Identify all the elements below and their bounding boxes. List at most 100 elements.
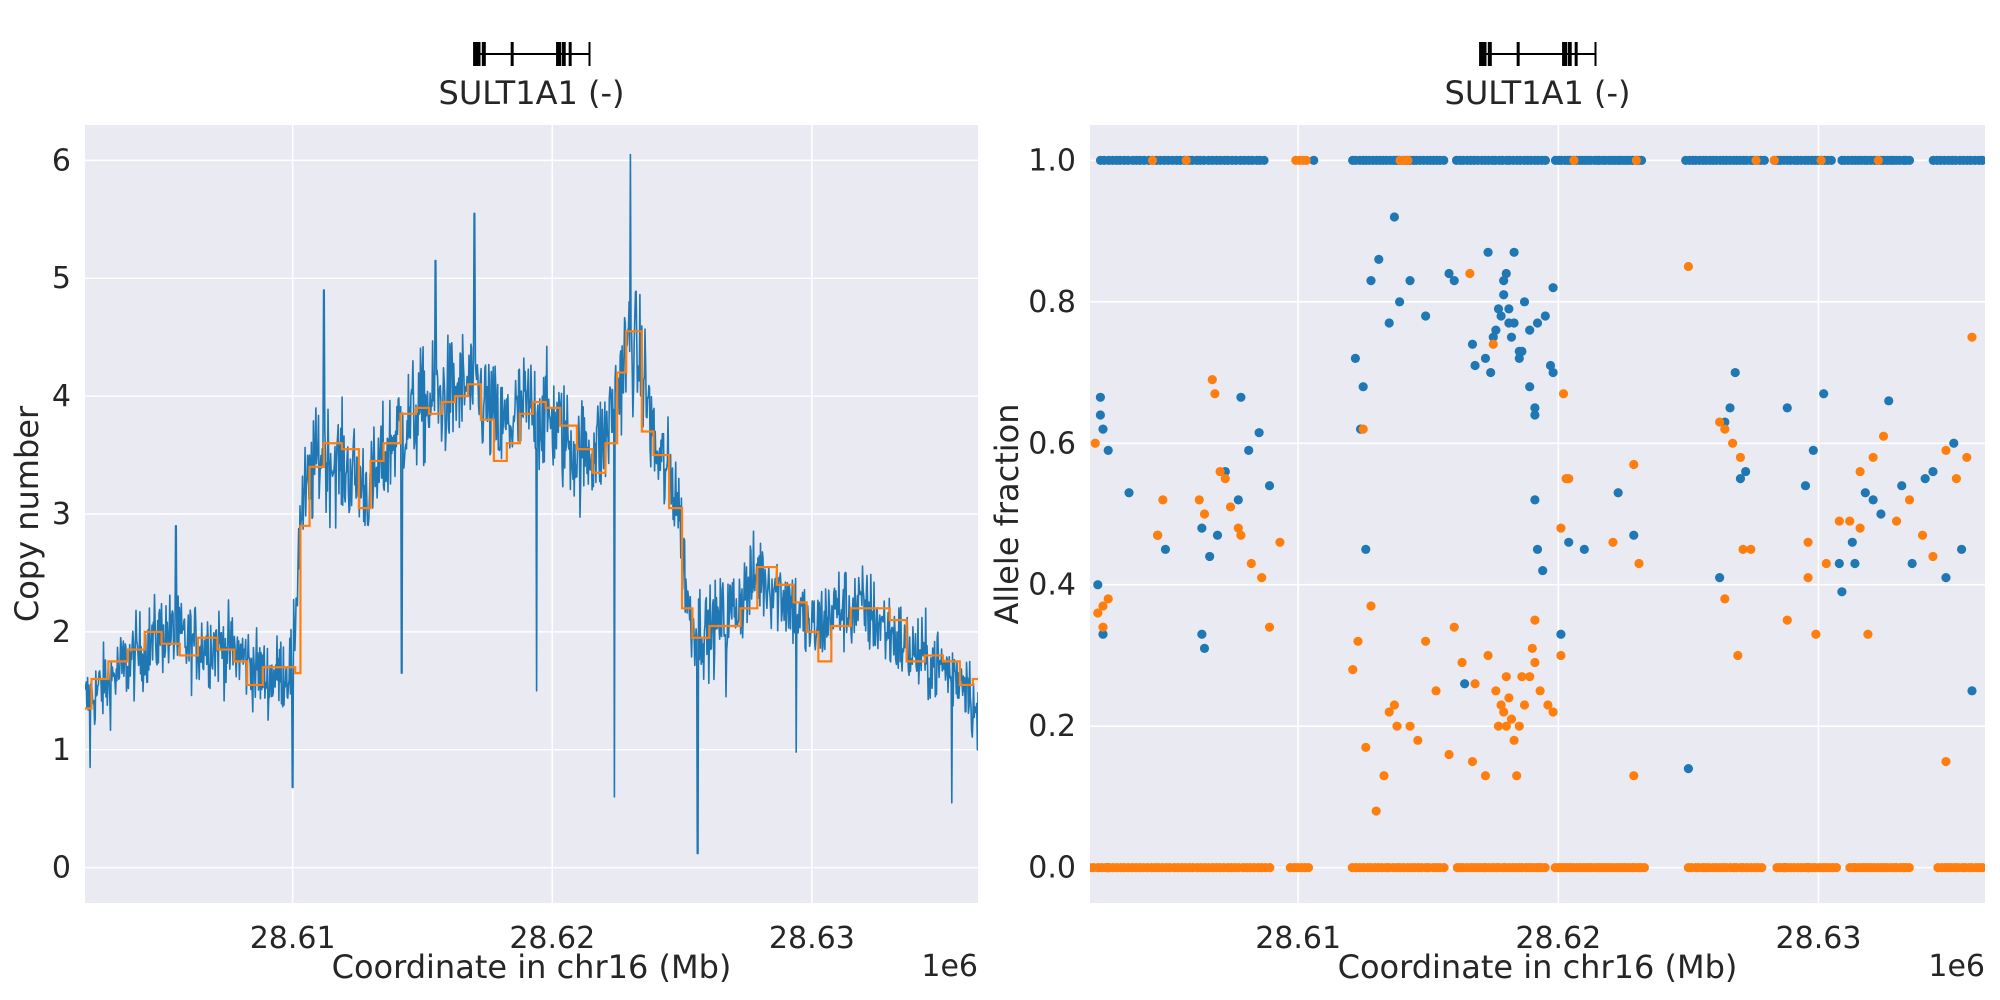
allele-a-point	[1486, 367, 1496, 378]
allele-b-point	[1738, 544, 1748, 554]
allele-a-point	[1683, 764, 1694, 774]
allele-b-point	[1103, 594, 1113, 604]
exon-mark	[1567, 42, 1572, 66]
allele-b-point	[1535, 686, 1545, 696]
allele-b-point	[1904, 495, 1915, 505]
plot-clip-group	[85, 153, 978, 855]
allele-b-point	[1090, 438, 1100, 448]
allele-a-point	[1212, 530, 1223, 540]
allele-b-point	[1413, 735, 1423, 745]
x-tick-label: 28.63	[769, 921, 855, 956]
copy-number-x-exponent: 1e6	[921, 949, 978, 984]
allele-a-point	[1501, 268, 1511, 279]
allele-a-point	[1860, 488, 1870, 498]
allele-b-point	[1384, 707, 1394, 717]
allele-b-point	[1720, 424, 1730, 434]
allele-a-point	[1904, 155, 1915, 165]
allele-b-point	[1098, 622, 1108, 632]
allele-b-point	[1483, 650, 1493, 661]
allele-a-point	[1579, 544, 1589, 554]
allele-a-point	[1548, 367, 1558, 378]
allele-a-point	[1095, 410, 1106, 420]
allele-fraction-tick-labels: 28.61 28.62 28.63 0.0 0.2 0.4 0.6 0.8 1.0	[1028, 143, 1861, 956]
exon-mark	[1562, 42, 1568, 66]
allele-b-point	[1803, 537, 1813, 547]
allele-b-point	[1834, 516, 1844, 526]
allele-b-point	[1548, 707, 1558, 717]
exon-mark	[481, 42, 486, 66]
allele-a-point	[1884, 396, 1894, 406]
allele-a-point	[1977, 155, 1985, 165]
allele-a-point	[1525, 325, 1535, 335]
allele-b-point	[1431, 686, 1441, 696]
allele-b-point	[1751, 155, 1761, 165]
allele-b-point	[1517, 672, 1527, 682]
allele-b-point	[1634, 558, 1644, 569]
allele-a-point	[1564, 537, 1574, 547]
exon-mark	[561, 42, 566, 66]
allele-a-point	[1730, 367, 1740, 378]
allele-b-point	[1275, 537, 1285, 547]
allele-b-point	[1845, 516, 1855, 526]
allele-a-point	[1449, 276, 1459, 286]
allele-a-point	[1519, 297, 1530, 307]
y-tick-label: 6	[52, 143, 71, 178]
allele-b-point	[1629, 771, 1639, 781]
allele-b-point	[1421, 636, 1431, 646]
allele-a-point	[1782, 403, 1792, 413]
allele-b-point	[1098, 601, 1108, 611]
allele-b-point	[1199, 509, 1210, 519]
allele-a-point	[1350, 353, 1360, 363]
copy-number-gridlines	[85, 125, 978, 903]
allele-a-point	[1532, 318, 1543, 328]
allele-a-point	[1548, 283, 1558, 293]
allele-a-point	[1254, 428, 1264, 438]
x-tick-label: 28.63	[1776, 921, 1862, 956]
allele-a-point	[1124, 488, 1134, 498]
allele-a-point	[1366, 276, 1376, 286]
allele-a-point	[1264, 481, 1275, 491]
allele-b-point	[1543, 700, 1553, 710]
allele-b-point	[1558, 389, 1569, 399]
y-tick-label: 0.2	[1028, 709, 1076, 744]
allele-b-point	[1236, 530, 1246, 540]
allele-b-point	[1735, 452, 1746, 463]
allele-a-point	[1941, 573, 1951, 583]
allele-a-point	[1715, 573, 1725, 583]
allele-fraction-plot-area	[1090, 125, 1985, 903]
x-tick-label: 28.62	[509, 921, 595, 956]
allele-a-point	[1236, 392, 1246, 402]
allele-b-point	[1158, 495, 1168, 505]
allele-b-point	[1348, 665, 1358, 675]
allele-b-point	[1782, 615, 1792, 625]
copy-number-series	[85, 153, 978, 855]
allele-b-point	[1629, 459, 1639, 470]
allele-b-point	[1608, 537, 1618, 547]
allele-a-point	[1444, 268, 1454, 279]
allele-b-point	[1353, 636, 1363, 646]
allele-b-point	[1225, 502, 1236, 512]
allele-b-point	[1757, 863, 1767, 873]
allele-a-point	[1530, 403, 1540, 413]
allele-b-point	[1831, 863, 1842, 873]
allele-b-point	[1444, 749, 1454, 760]
allele-a-point	[1506, 332, 1517, 342]
x-tick-label: 28.61	[250, 921, 336, 956]
allele-a-point	[1421, 311, 1431, 321]
allele-b-point	[1264, 622, 1275, 632]
allele-a-point	[1244, 445, 1254, 455]
allele-a-point	[1834, 558, 1844, 569]
y-tick-label: 3	[52, 497, 71, 532]
allele-a-point	[1499, 290, 1509, 300]
allele-b-point	[1928, 551, 1938, 562]
allele-a-point	[1504, 304, 1514, 314]
allele-a-point	[1496, 311, 1506, 321]
allele-a-point	[1470, 360, 1480, 371]
exon-mark	[1479, 42, 1486, 66]
allele-a-point	[1514, 346, 1524, 356]
allele-a-point	[1233, 495, 1243, 505]
allele-a-point	[1460, 679, 1470, 689]
allele-b-point	[1470, 679, 1480, 689]
allele-b-point	[1917, 530, 1928, 540]
